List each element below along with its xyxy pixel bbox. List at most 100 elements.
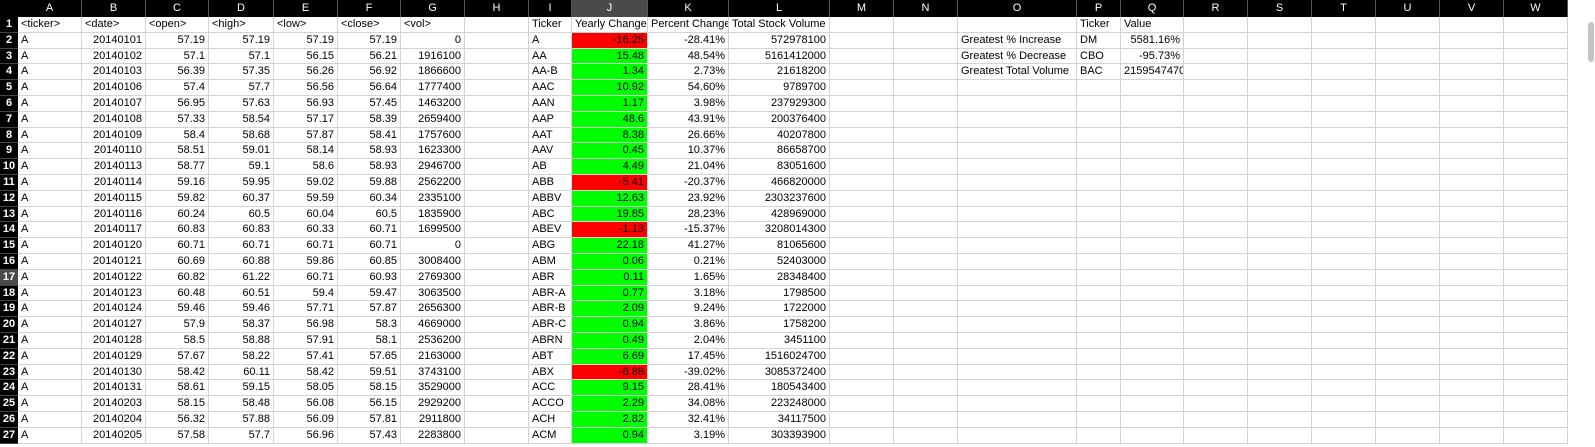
cell[interactable] (1312, 48, 1376, 65)
raw-data-cell[interactable]: 2946700 (401, 159, 465, 175)
yearly-change-cell[interactable]: -1.13 (572, 222, 648, 239)
row-header[interactable]: 10 (0, 159, 18, 175)
cell[interactable] (1184, 96, 1248, 112)
raw-data-cell[interactable]: 1916100 (401, 48, 465, 65)
raw-data-cell[interactable]: 58.6 (274, 159, 338, 175)
yearly-change-cell[interactable]: 12.63 (572, 190, 648, 207)
raw-data-cell[interactable]: A (18, 380, 82, 397)
raw-data-cell[interactable]: A (18, 96, 82, 112)
cell[interactable] (1121, 317, 1184, 333)
total-volume-cell[interactable]: 223248000 (729, 396, 830, 412)
greatest-value-cell[interactable]: 5581.16% (1121, 32, 1184, 49)
cell[interactable] (1121, 206, 1184, 223)
cell[interactable] (958, 269, 1077, 286)
cell[interactable] (1504, 380, 1568, 397)
raw-data-cell[interactable]: A (18, 238, 82, 254)
cell[interactable] (1440, 269, 1504, 286)
cell[interactable] (1121, 380, 1184, 397)
raw-data-cell[interactable]: 57.45 (338, 96, 401, 112)
cell[interactable] (1504, 269, 1568, 286)
cell[interactable] (1504, 17, 1568, 33)
cell[interactable] (1248, 285, 1312, 302)
summary-ticker-cell[interactable]: ABEV (529, 222, 572, 239)
raw-data-cell[interactable]: 3529000 (401, 380, 465, 397)
raw-data-cell[interactable]: 56.26 (274, 64, 338, 81)
cell[interactable] (1184, 80, 1248, 96)
cell[interactable] (958, 222, 1077, 239)
cell[interactable] (894, 317, 958, 333)
total-volume-cell[interactable]: 81065600 (729, 238, 830, 254)
column-header-l[interactable]: L (729, 0, 830, 17)
cell[interactable] (1121, 175, 1184, 191)
cell[interactable] (830, 64, 894, 81)
cell[interactable] (1312, 364, 1376, 381)
raw-data-cell[interactable]: 1777400 (401, 80, 465, 96)
row-header[interactable]: 7 (0, 111, 18, 128)
cell[interactable] (1077, 364, 1121, 381)
raw-data-cell[interactable]: 57.19 (209, 32, 274, 49)
raw-data-cell[interactable]: 57.1 (209, 48, 274, 65)
cell[interactable] (1312, 412, 1376, 428)
summary-header-cell[interactable]: Yearly Change (572, 17, 648, 33)
raw-data-cell[interactable]: A (18, 80, 82, 96)
cell[interactable] (958, 143, 1077, 160)
raw-data-cell[interactable]: 20140117 (82, 222, 146, 239)
cell[interactable] (465, 222, 529, 239)
raw-header-cell[interactable]: <close> (338, 17, 401, 33)
raw-data-cell[interactable]: 1757600 (401, 127, 465, 144)
cell[interactable] (1504, 64, 1568, 81)
raw-data-cell[interactable]: 20140121 (82, 254, 146, 270)
raw-data-cell[interactable]: 3743100 (401, 364, 465, 381)
total-volume-cell[interactable]: 40207800 (729, 127, 830, 144)
cell[interactable] (465, 396, 529, 412)
yearly-change-cell[interactable]: 15.48 (572, 48, 648, 65)
cell[interactable] (1504, 80, 1568, 96)
yearly-change-cell[interactable]: -16.25 (572, 32, 648, 49)
raw-data-cell[interactable]: 60.24 (146, 206, 209, 223)
column-header-a[interactable]: A (18, 0, 82, 17)
raw-data-cell[interactable]: 60.71 (274, 238, 338, 254)
greatest-value-cell[interactable]: -95.73% (1121, 48, 1184, 65)
total-volume-cell[interactable]: 3451100 (729, 333, 830, 349)
cell[interactable] (1184, 333, 1248, 349)
total-volume-cell[interactable]: 572978100 (729, 32, 830, 49)
percent-change-cell[interactable]: 3.98% (648, 96, 729, 112)
raw-data-cell[interactable]: 3008400 (401, 254, 465, 270)
row-header[interactable]: 5 (0, 80, 18, 96)
cell[interactable] (465, 206, 529, 223)
cell[interactable] (465, 143, 529, 160)
raw-data-cell[interactable]: 2769300 (401, 269, 465, 286)
raw-data-cell[interactable]: 20140114 (82, 175, 146, 191)
total-volume-cell[interactable]: 34117500 (729, 412, 830, 428)
cell[interactable] (958, 333, 1077, 349)
raw-data-cell[interactable]: 60.88 (209, 254, 274, 270)
cell[interactable] (465, 301, 529, 318)
cell[interactable] (1184, 348, 1248, 365)
total-volume-cell[interactable]: 83051600 (729, 159, 830, 175)
raw-data-cell[interactable]: 58.39 (338, 111, 401, 128)
greatest-label-cell[interactable]: Greatest Total Volume (958, 64, 1077, 81)
cell[interactable] (465, 427, 529, 444)
cell[interactable] (1376, 111, 1440, 128)
raw-data-cell[interactable]: 57.35 (209, 64, 274, 81)
raw-data-cell[interactable]: A (18, 222, 82, 239)
greatest-header-cell[interactable]: Ticker (1077, 17, 1121, 33)
cell[interactable] (1184, 269, 1248, 286)
yearly-change-cell[interactable]: 9.15 (572, 380, 648, 397)
raw-data-cell[interactable]: 58.42 (146, 364, 209, 381)
summary-ticker-cell[interactable]: A (529, 32, 572, 49)
cell[interactable] (1440, 333, 1504, 349)
cell[interactable] (1248, 254, 1312, 270)
cell[interactable] (958, 206, 1077, 223)
column-header-b[interactable]: B (82, 0, 146, 17)
column-header-j[interactable]: J (572, 0, 648, 17)
row-header[interactable]: 19 (0, 301, 18, 318)
total-volume-cell[interactable]: 52403000 (729, 254, 830, 270)
raw-header-cell[interactable]: <low> (274, 17, 338, 33)
cell[interactable] (830, 333, 894, 349)
raw-data-cell[interactable]: 56.15 (338, 396, 401, 412)
raw-data-cell[interactable]: 2163000 (401, 348, 465, 365)
cell[interactable] (830, 17, 894, 33)
cell[interactable] (894, 48, 958, 65)
summary-ticker-cell[interactable]: AAV (529, 143, 572, 160)
